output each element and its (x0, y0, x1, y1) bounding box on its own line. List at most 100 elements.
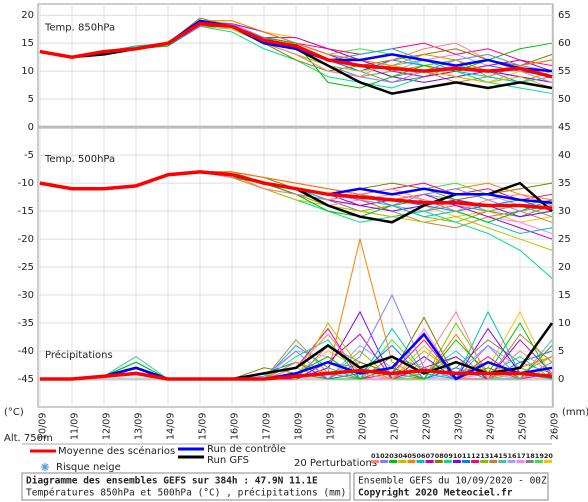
y-tick-label: -30 (18, 290, 34, 301)
perturbation-label: 15 (498, 452, 508, 460)
x-tick-label: 25/09 (518, 413, 529, 440)
x-tick-label: 10/09 (38, 413, 49, 440)
y2-tick-label: 45 (558, 122, 571, 133)
y-tick-label: 5 (28, 94, 34, 105)
x-tick-label: 16/09 (230, 413, 241, 440)
panel-label: Précipitations (45, 349, 113, 361)
perturbation-label: 03 (389, 452, 398, 460)
y-tick-label: -5 (24, 150, 34, 161)
y2-tick-label: 15 (558, 290, 571, 301)
x-tick-label: 13/09 (134, 413, 145, 440)
snow-icon (41, 463, 49, 471)
y-tick-label: -25 (18, 262, 34, 273)
perturbation-swatch (498, 460, 507, 463)
perturbation-swatch (471, 460, 480, 463)
perturbation-swatch (443, 460, 452, 463)
perturbation-swatch (398, 460, 407, 463)
perturbation-swatch (543, 460, 552, 463)
y2-axis-label: (mm) (562, 407, 588, 418)
perturbation-swatch (507, 460, 516, 463)
x-tick-label: 23/09 (454, 413, 465, 440)
perturbation-swatch (371, 460, 379, 463)
x-tick-label: 22/09 (422, 413, 433, 440)
footer-copyright: Copyright 2020 Meteociel.fr (358, 488, 513, 499)
panel-label: Temp. 500hPa (44, 154, 115, 165)
x-tick-label: 15/09 (198, 413, 209, 440)
perturbation-swatch (489, 460, 498, 463)
perturbation-label: 12 (471, 452, 480, 460)
perturbation-label: 09 (444, 452, 454, 460)
perturbation-label: 17 (517, 452, 526, 460)
y2-tick-label: 55 (558, 66, 571, 77)
legend-label: Run GFS (207, 455, 249, 466)
perturbation-swatch (452, 460, 461, 463)
y-tick-label: -35 (18, 318, 34, 329)
t500-line (39, 170, 553, 211)
perturbation-swatch (525, 460, 534, 463)
y2-tick-label: 50 (558, 94, 571, 105)
x-tick-label: 26/09 (550, 413, 561, 440)
perturbations-label: 20 Perturbations (294, 458, 377, 469)
altitude-label: Alt. 750m (4, 433, 53, 444)
y2-tick-label: 40 (558, 150, 571, 161)
perturbation-swatch (480, 460, 489, 463)
x-tick-label: 11/09 (70, 413, 81, 440)
perturbation-label: 14 (489, 452, 499, 460)
y-tick-label: -15 (18, 206, 34, 217)
perturbation-swatch (380, 460, 389, 463)
y-tick-label: -40 (18, 346, 34, 357)
y2-tick-label: 5 (558, 346, 564, 357)
footer-run: Ensemble GEFS du 10/09/2020 - 00Z (358, 476, 547, 487)
run-box (353, 472, 549, 501)
y2-tick-label: 60 (558, 38, 571, 49)
x-tick-label: 19/09 (326, 413, 337, 440)
y2-tick-label: 10 (558, 318, 571, 329)
x-tick-label: 24/09 (486, 413, 497, 440)
precip-line (40, 368, 553, 381)
legend-label: Moyenne des scénarios (58, 445, 175, 457)
y-tick-label: -20 (18, 234, 34, 245)
x-tick-label: 18/09 (294, 413, 305, 440)
perturbation-label: 10 (453, 452, 463, 460)
x-tick-label: 20/09 (358, 413, 369, 440)
y-tick-label: 15 (21, 38, 34, 49)
perturbation-label: 06 (417, 452, 427, 460)
perturbation-label: 07 (426, 452, 435, 460)
perturbation-swatch (516, 460, 525, 463)
perturbation-swatch (534, 460, 543, 463)
y-tick-label: 0 (28, 122, 34, 133)
y-tick-label: 10 (21, 66, 34, 77)
x-tick-label: 21/09 (390, 413, 401, 440)
perturbation-label: 08 (435, 452, 445, 460)
x-tick-label: 17/09 (262, 413, 273, 440)
perturbation-swatch (389, 460, 398, 463)
perturbation-swatch (462, 460, 470, 463)
perturbation-label: 01 (371, 452, 381, 460)
y2-tick-label: 30 (558, 206, 571, 217)
perturbation-label: 05 (407, 452, 417, 460)
y2-tick-label: 0 (558, 374, 564, 385)
perturbation-label: 16 (508, 452, 518, 460)
perturbation-label: 02 (380, 452, 389, 460)
x-tick-label: 14/09 (166, 413, 177, 440)
panel-label: Temp. 850hPa (44, 23, 115, 34)
perturbation-swatch (407, 460, 416, 463)
y2-tick-label: 20 (558, 262, 571, 273)
footer-subtitle: Températures 850hPa et 500hPa (°C) , pré… (26, 488, 346, 499)
t850-line (39, 21, 553, 79)
perturbation-label: 13 (480, 452, 489, 460)
y2-tick-label: 65 (558, 10, 571, 21)
perturbation-swatch (425, 460, 434, 463)
perturbation-label: 18 (526, 452, 536, 460)
snow-label: Risque neige (56, 462, 121, 473)
info-box (21, 472, 351, 501)
x-tick-label: 12/09 (102, 413, 113, 440)
y-tick-label: -10 (18, 178, 34, 189)
y-axis-label: (°C) (4, 407, 24, 418)
y2-tick-label: 25 (558, 234, 571, 245)
perturbation-swatch (434, 460, 443, 463)
footer-title: Diagramme des ensembles GEFS sur 384h : … (26, 476, 318, 487)
perturbation-label: 20 (544, 452, 554, 460)
perturbation-label: 19 (535, 452, 545, 460)
